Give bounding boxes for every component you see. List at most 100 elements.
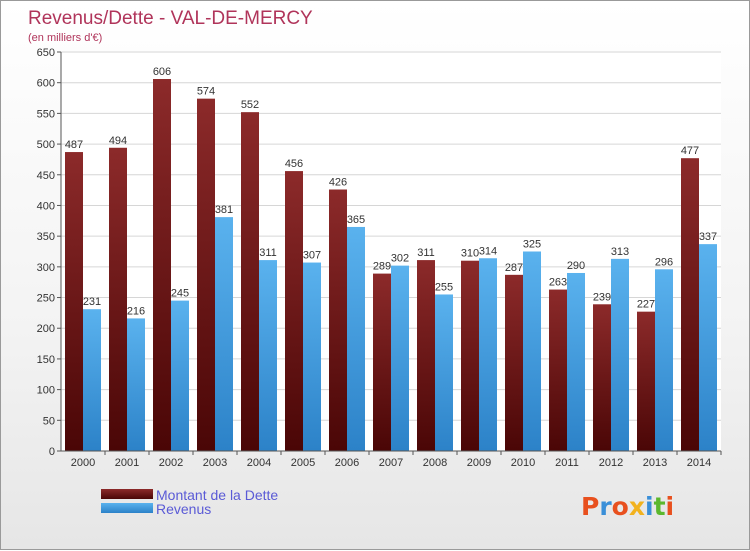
y-tick-label: 550 bbox=[37, 108, 55, 120]
x-tick-label: 2001 bbox=[115, 457, 139, 469]
bar-revenus bbox=[127, 318, 145, 451]
chart-title: Revenus/Dette - VAL-DE-MERCY bbox=[28, 8, 313, 29]
data-label-revenus: 313 bbox=[611, 246, 629, 258]
y-tick-label: 250 bbox=[37, 293, 55, 305]
bar-dette bbox=[109, 147, 127, 451]
proxiti-logo-text: Proxiti bbox=[581, 492, 674, 521]
logo-letter: o bbox=[612, 492, 629, 521]
y-tick-label: 350 bbox=[37, 231, 55, 243]
data-label-revenus: 307 bbox=[303, 250, 321, 262]
logo-letter: x bbox=[629, 492, 645, 521]
data-label-revenus: 311 bbox=[259, 247, 277, 259]
bar-revenus bbox=[347, 226, 365, 451]
data-label-revenus: 216 bbox=[127, 305, 145, 317]
x-tick-label: 2013 bbox=[643, 457, 667, 469]
bar-revenus bbox=[215, 217, 233, 451]
bar-dette bbox=[461, 260, 479, 451]
x-tick-label: 2010 bbox=[511, 457, 535, 469]
y-tick-label: 200 bbox=[37, 323, 55, 335]
data-label-revenus: 337 bbox=[699, 231, 717, 243]
bar-revenus bbox=[259, 260, 277, 451]
proxiti-logo: Proxiti bbox=[581, 492, 674, 521]
bar-revenus bbox=[479, 258, 497, 451]
x-tick-label: 2007 bbox=[379, 457, 403, 469]
y-tick-label: 0 bbox=[49, 446, 55, 458]
bar-dette bbox=[65, 152, 83, 451]
bar-revenus bbox=[303, 262, 321, 451]
legend-swatch-revenus bbox=[101, 503, 153, 513]
bar-dette bbox=[373, 273, 391, 451]
legend-label-revenus: Revenus bbox=[156, 501, 211, 517]
data-label-revenus: 314 bbox=[479, 245, 497, 257]
data-label-dette: 552 bbox=[241, 99, 259, 111]
bar-revenus bbox=[435, 294, 453, 451]
x-tick-label: 2011 bbox=[555, 457, 579, 469]
x-tick-label: 2002 bbox=[159, 457, 183, 469]
y-tick-label: 100 bbox=[37, 385, 55, 397]
logo-letter: P bbox=[581, 492, 599, 521]
x-tick-label: 2000 bbox=[71, 457, 95, 469]
data-label-revenus: 231 bbox=[83, 296, 101, 308]
x-tick-label: 2008 bbox=[423, 457, 447, 469]
x-tick-label: 2014 bbox=[687, 457, 711, 469]
y-tick-label: 300 bbox=[37, 262, 55, 274]
bar-dette bbox=[197, 98, 215, 451]
bar-dette bbox=[505, 274, 523, 451]
data-label-dette: 239 bbox=[593, 291, 611, 303]
bar-dette bbox=[681, 158, 699, 452]
y-tick-label: 650 bbox=[37, 47, 55, 59]
bar-revenus bbox=[83, 309, 101, 451]
data-label-dette: 263 bbox=[549, 277, 567, 289]
logo-letter: i bbox=[645, 492, 654, 521]
bar-dette bbox=[329, 189, 347, 452]
data-label-dette: 487 bbox=[65, 139, 83, 151]
bar-revenus bbox=[523, 251, 541, 451]
data-label-dette: 456 bbox=[285, 158, 303, 170]
data-label-dette: 477 bbox=[681, 145, 699, 157]
y-tick-label: 400 bbox=[37, 200, 55, 212]
y-tick-label: 500 bbox=[37, 139, 55, 151]
legend-label-dette: Montant de la Dette bbox=[156, 487, 278, 503]
data-label-dette: 606 bbox=[153, 66, 171, 78]
y-axis: 0 50 100 150 200 250 300 350 400 450 500 550 600 650 bbox=[37, 47, 62, 458]
x-tick-label: 2004 bbox=[247, 457, 271, 469]
x-tick-label: 2009 bbox=[467, 457, 491, 469]
y-tick-label: 450 bbox=[37, 170, 55, 182]
x-tick-label: 2005 bbox=[291, 457, 315, 469]
x-tick-label: 2003 bbox=[203, 457, 227, 469]
data-label-revenus: 381 bbox=[215, 204, 233, 216]
bar-revenus bbox=[611, 258, 629, 451]
y-tick-label: 150 bbox=[37, 354, 55, 366]
x-tick-label: 2006 bbox=[335, 457, 359, 469]
data-label-revenus: 255 bbox=[435, 281, 453, 293]
data-label-dette: 227 bbox=[637, 299, 655, 311]
data-label-dette: 289 bbox=[373, 261, 391, 273]
bar-dette bbox=[285, 171, 303, 451]
logo-letter: r bbox=[599, 492, 612, 521]
data-label-dette: 574 bbox=[197, 86, 215, 98]
bar-dette bbox=[417, 260, 435, 451]
bar-dette bbox=[549, 289, 567, 451]
data-label-revenus: 302 bbox=[391, 253, 409, 265]
logo-letter: i bbox=[666, 492, 675, 521]
data-label-revenus: 245 bbox=[171, 288, 189, 300]
bars: 487 231 494 216 606 245 574 381 552 311 456 307 426 3… bbox=[65, 66, 717, 452]
data-label-dette: 311 bbox=[417, 247, 435, 259]
data-label-revenus: 290 bbox=[567, 260, 585, 272]
bar-revenus bbox=[391, 265, 409, 451]
data-label-dette: 287 bbox=[505, 262, 523, 274]
legend-swatch-dette bbox=[101, 489, 153, 499]
data-label-revenus: 296 bbox=[655, 256, 673, 268]
bar-dette bbox=[241, 112, 259, 451]
data-label-dette: 426 bbox=[329, 177, 347, 189]
y-tick-label: 600 bbox=[37, 78, 55, 90]
x-tick-label: 2012 bbox=[599, 457, 623, 469]
logo-letter: t bbox=[654, 492, 666, 521]
data-label-dette: 494 bbox=[109, 135, 127, 147]
bar-dette bbox=[153, 79, 171, 452]
bar-revenus bbox=[699, 244, 717, 451]
data-label-dette: 310 bbox=[461, 248, 479, 260]
